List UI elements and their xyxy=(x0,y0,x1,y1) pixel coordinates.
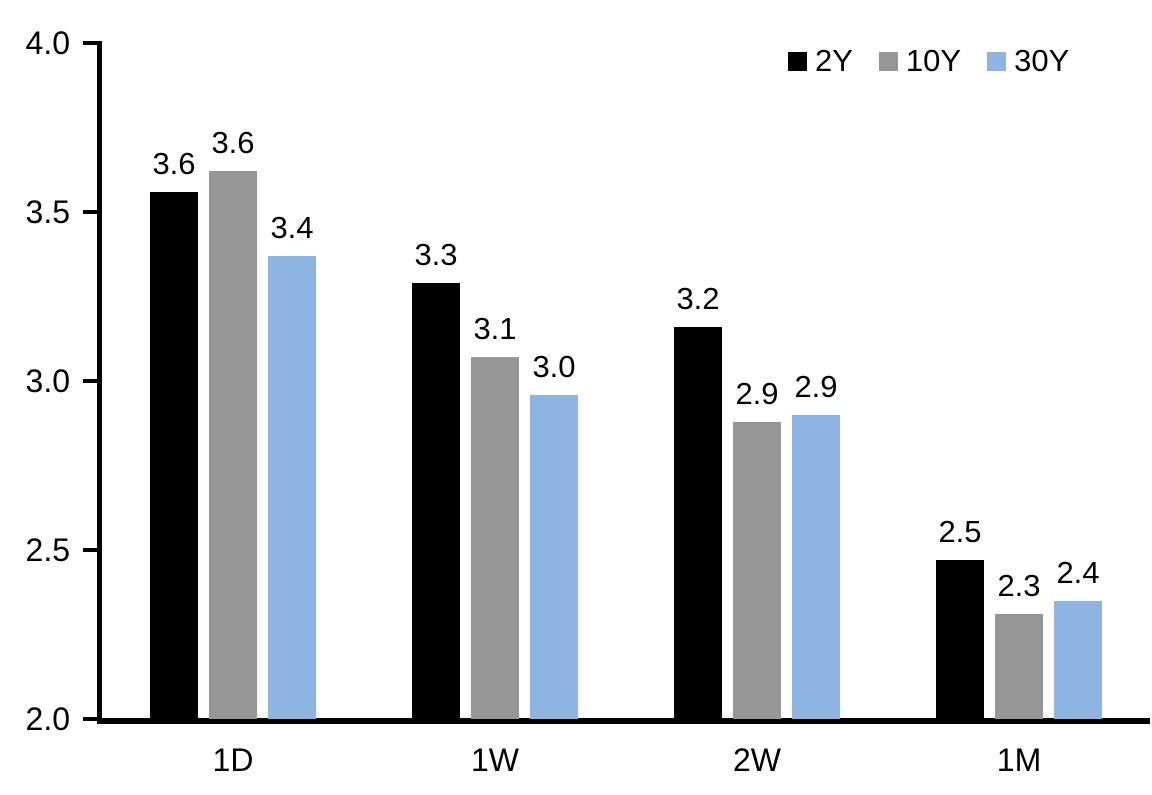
legend-label: 10Y xyxy=(905,43,962,78)
y-tick-mark xyxy=(83,379,97,383)
legend-item-2y: 2Y xyxy=(788,44,853,78)
bar-value-label: 2.4 xyxy=(1056,554,1100,590)
y-axis-line xyxy=(97,41,102,724)
y-tick-mark xyxy=(83,717,97,721)
bar-2y-1m xyxy=(936,560,984,719)
x-tick-label: 1W xyxy=(471,742,519,778)
bar-value-label: 3.0 xyxy=(532,348,576,384)
bar-value-label: 3.2 xyxy=(676,280,720,316)
y-tick-label: 2.5 xyxy=(25,532,70,568)
bar-10y-1m xyxy=(995,614,1043,719)
bar-value-label: 3.3 xyxy=(414,236,458,272)
legend-label: 30Y xyxy=(1014,43,1070,78)
legend-item-30y: 30Y xyxy=(987,44,1069,78)
bar-value-label: 2.3 xyxy=(997,568,1041,604)
y-tick-mark xyxy=(83,548,97,552)
bar-value-label: 2.9 xyxy=(735,375,779,411)
bar-30y-1m xyxy=(1054,600,1102,719)
legend-item-10y: 10Y xyxy=(878,43,962,78)
y-tick-label: 3.5 xyxy=(25,194,70,230)
bar-value-label: 3.6 xyxy=(211,125,255,161)
x-tick-label: 2W xyxy=(733,742,781,778)
y-tick-mark xyxy=(83,210,97,214)
bar-2y-1d xyxy=(150,191,198,719)
legend-swatch-icon xyxy=(987,51,1007,71)
legend-swatch-icon xyxy=(788,51,807,71)
x-axis-line xyxy=(97,718,1150,724)
x-tick-label: 1M xyxy=(996,742,1042,778)
y-tick-label: 4.0 xyxy=(25,25,70,61)
y-tick-mark xyxy=(83,41,97,45)
bar-30y-1w xyxy=(530,394,578,719)
bar-10y-1d xyxy=(209,171,257,719)
legend-label: 2Y xyxy=(815,43,853,78)
bar-value-label: 2.5 xyxy=(938,514,982,550)
bar-value-label: 3.6 xyxy=(152,145,196,181)
bar-2y-1w xyxy=(412,282,460,719)
y-tick-label: 3.0 xyxy=(25,363,70,399)
bar-2y-2w xyxy=(674,326,722,719)
bar-value-label: 3.1 xyxy=(473,311,517,347)
bar-30y-2w xyxy=(792,414,840,719)
x-tick-label: 1D xyxy=(212,742,254,778)
y-tick-label: 2.0 xyxy=(25,701,70,737)
bar-value-label: 3.4 xyxy=(270,209,314,245)
bar-30y-1d xyxy=(268,255,316,719)
bar-value-label: 2.9 xyxy=(794,368,838,404)
legend-swatch-icon xyxy=(878,51,898,71)
legend: 2Y 10Y 30Y xyxy=(788,44,1069,78)
bar-10y-2w xyxy=(733,421,781,719)
bar-10y-1w xyxy=(471,357,519,719)
